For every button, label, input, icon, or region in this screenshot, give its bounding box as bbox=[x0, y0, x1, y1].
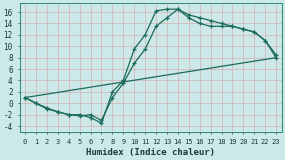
X-axis label: Humidex (Indice chaleur): Humidex (Indice chaleur) bbox=[86, 148, 215, 156]
